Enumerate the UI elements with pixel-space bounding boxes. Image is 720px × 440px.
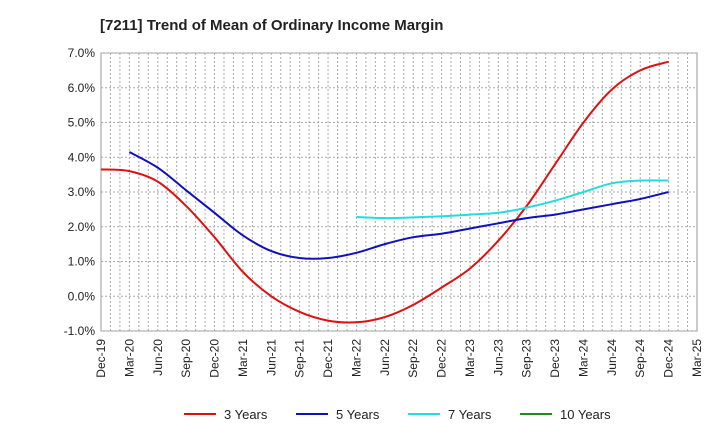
x-tick-label: Jun-24 (605, 339, 619, 376)
series-line-5-years (128, 151, 669, 260)
x-tick-label: Mar-23 (463, 339, 477, 377)
x-tick-label: Dec-20 (208, 339, 222, 378)
x-tick-label: Dec-24 (662, 339, 676, 378)
x-tick-label: Mar-25 (690, 339, 704, 377)
x-tick-label: Jun-21 (264, 339, 278, 376)
x-axis-ticks: Dec-19 Mar-20 Jun-20 Sep-20 Dec-20 Mar-21 Jun-… (94, 339, 704, 378)
y-tick-label: 0.0% (68, 289, 96, 303)
x-tick-label: Jun-23 (491, 339, 505, 376)
y-tick-label: 3.0% (68, 185, 96, 199)
legend: 3 Years 5 Years 7 Years 10 Years (184, 407, 611, 422)
grid-lines (101, 52, 697, 332)
x-tick-label: Mar-20 (122, 339, 136, 377)
x-tick-label: Dec-23 (548, 339, 562, 378)
y-tick-label: 1.0% (68, 255, 96, 269)
x-tick-label: Dec-22 (435, 339, 449, 378)
y-tick-label: 2.0% (68, 220, 96, 234)
x-tick-label: Jun-22 (378, 339, 392, 376)
x-tick-label: Sep-20 (179, 339, 193, 378)
x-tick-label: Sep-23 (520, 339, 534, 378)
y-axis-ticks: -1.0% 0.0% 1.0% 2.0% 3.0% 4.0% 5.0% 6.0% 7.0% (64, 46, 96, 338)
chart-title: [7211] Trend of Mean of Ordinary Income … (100, 17, 443, 34)
y-tick-label: 7.0% (68, 46, 96, 60)
series-line-7-years (356, 179, 669, 220)
x-tick-label: Dec-19 (94, 339, 108, 378)
y-tick-label: -1.0% (64, 324, 96, 338)
x-tick-label: Mar-22 (349, 339, 363, 377)
legend-label-3-years: 3 Years (224, 407, 268, 422)
legend-label-5-years: 5 Years (336, 407, 380, 422)
series-lines (100, 60, 669, 324)
x-tick-label: Sep-22 (406, 339, 420, 378)
x-tick-label: Sep-21 (293, 339, 307, 378)
x-tick-label: Mar-21 (236, 339, 250, 377)
y-tick-label: 4.0% (68, 150, 96, 164)
y-tick-label: 6.0% (68, 81, 96, 95)
x-tick-label: Sep-24 (633, 339, 647, 378)
y-tick-label: 5.0% (68, 116, 96, 130)
legend-label-10-years: 10 Years (560, 407, 611, 422)
x-tick-label: Jun-20 (151, 339, 165, 376)
legend-label-7-years: 7 Years (448, 407, 492, 422)
x-tick-label: Dec-21 (321, 339, 335, 378)
x-tick-label: Mar-24 (576, 339, 590, 377)
series-line-3-years (100, 60, 669, 324)
